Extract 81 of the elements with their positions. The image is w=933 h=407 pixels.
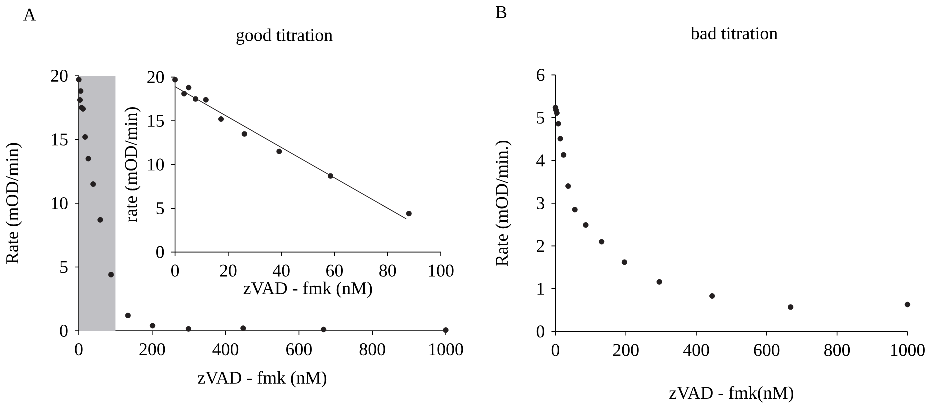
- point: [558, 136, 564, 142]
- point: [276, 148, 282, 154]
- point: [656, 279, 662, 285]
- y-tick-label: 0: [156, 246, 164, 258]
- point: [904, 302, 911, 308]
- point: [186, 326, 192, 332]
- text: A: [24, 8, 36, 21]
- x-tick-label: 200: [613, 344, 639, 356]
- y-tick-label: 10: [52, 197, 68, 210]
- x-axis-title: zVAD - fmk (nM): [244, 282, 372, 298]
- point: [572, 207, 578, 213]
- point: [242, 131, 248, 137]
- y-tick-label: 5: [60, 261, 68, 274]
- x-tick-label: 40: [272, 264, 290, 277]
- y-tick-label: 3: [537, 197, 544, 210]
- y-axis-title: Rate (mOD/min): [6, 143, 22, 264]
- x-tick-label: 1000: [891, 344, 925, 356]
- x-tick-label: 20: [220, 264, 237, 277]
- x-tick-label: 800: [360, 344, 386, 356]
- x-tick-label: 0: [172, 264, 180, 277]
- point: [622, 260, 628, 266]
- y-axis-title: rate (mOD/min): [124, 108, 141, 222]
- point: [218, 116, 224, 122]
- point: [556, 121, 562, 127]
- text: B: [496, 6, 507, 18]
- y-tick-label: 2: [537, 240, 544, 252]
- point: [76, 77, 82, 83]
- x-tick-label: 1000: [430, 344, 464, 356]
- x-tick-label: 400: [683, 344, 710, 356]
- y-tick-label: 10: [148, 158, 164, 171]
- point: [172, 77, 178, 83]
- point: [240, 326, 246, 332]
- y-tick-label: 6: [537, 69, 545, 82]
- point: [150, 323, 156, 329]
- point: [86, 156, 92, 162]
- point: [583, 222, 589, 228]
- point: [182, 91, 188, 97]
- x-tick-label: 600: [286, 344, 312, 356]
- x-tick-label: 0: [75, 344, 83, 356]
- chart-title: bad titration: [690, 27, 778, 40]
- x-tick-label: 0: [552, 344, 560, 356]
- x-axis-title: zVAD - fmk (nM): [198, 371, 327, 388]
- point: [192, 96, 199, 102]
- y-tick-label: 15: [148, 115, 164, 128]
- point: [566, 184, 572, 190]
- point: [328, 173, 334, 179]
- point: [203, 97, 209, 103]
- x-tick-label: 200: [140, 344, 166, 356]
- x-tick-label: 400: [212, 344, 239, 356]
- x-tick-label: 800: [824, 344, 850, 356]
- point: [788, 304, 794, 310]
- y-tick-label: 0: [60, 324, 68, 338]
- point: [108, 272, 114, 278]
- point: [320, 326, 327, 333]
- y-tick-label: 1: [538, 283, 544, 295]
- y-axis-title: Rate (mOD/min.): [495, 140, 512, 266]
- point: [98, 217, 104, 223]
- point: [125, 312, 131, 318]
- x-tick-label: 600: [754, 344, 780, 356]
- point: [599, 239, 605, 245]
- y-tick-label: 15: [52, 134, 68, 146]
- x-tick-label: 100: [429, 264, 454, 277]
- point: [82, 134, 88, 140]
- x-tick-label: 60: [326, 264, 344, 277]
- y-tick-label: 20: [51, 70, 68, 82]
- point: [78, 88, 84, 94]
- x-tick-label: 80: [380, 264, 396, 277]
- point: [561, 152, 567, 158]
- y-tick-label: 5: [537, 112, 544, 124]
- point: [77, 97, 84, 104]
- point: [710, 293, 716, 300]
- point: [90, 182, 96, 188]
- point: [443, 328, 449, 334]
- y-tick-label: 20: [148, 71, 164, 84]
- point: [186, 84, 192, 91]
- y-tick-label: 5: [156, 202, 164, 215]
- y-tick-label: 0: [536, 326, 545, 338]
- point: [406, 211, 412, 217]
- y-tick-label: 4: [536, 154, 545, 167]
- chart-title: good titration: [236, 28, 333, 46]
- x-axis-title: zVAD - fmk(nM): [670, 386, 794, 403]
